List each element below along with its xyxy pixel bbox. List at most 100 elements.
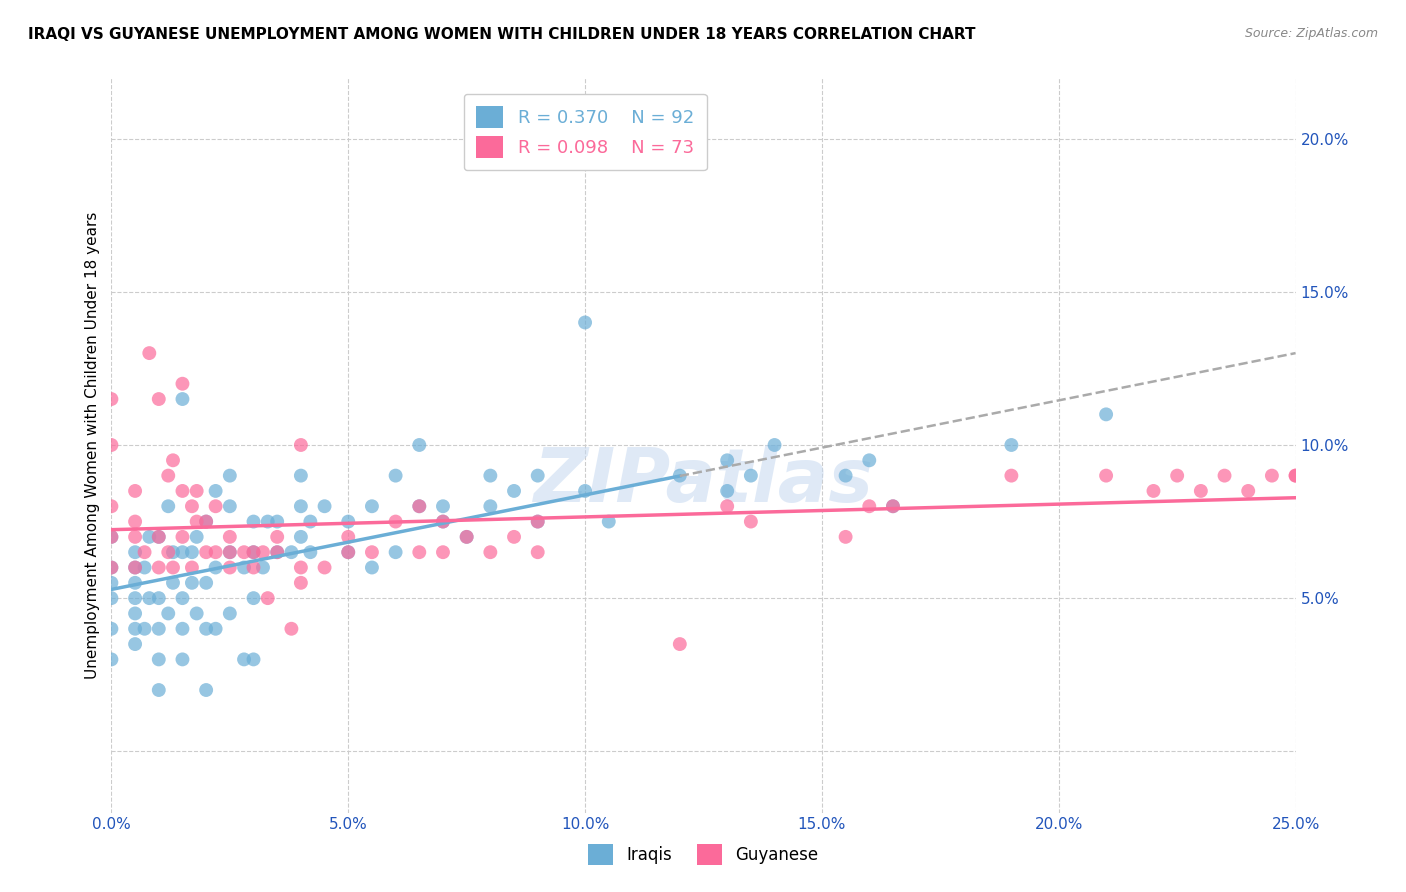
Point	[100, 438, 122, 452]
Point	[124, 515, 146, 529]
Point	[242, 560, 264, 574]
Point	[172, 483, 194, 498]
Point	[598, 515, 620, 529]
Point	[186, 483, 208, 498]
Point	[218, 545, 240, 559]
Point	[242, 652, 264, 666]
Point	[204, 483, 226, 498]
Point	[162, 545, 184, 559]
Point	[195, 515, 218, 529]
Point	[256, 515, 278, 529]
Point	[337, 545, 360, 559]
Point	[266, 515, 288, 529]
Point	[290, 560, 312, 574]
Point	[252, 560, 274, 574]
Point	[172, 392, 194, 406]
Point	[432, 515, 454, 529]
Point	[479, 545, 502, 559]
Point	[574, 316, 596, 330]
Point	[218, 560, 240, 574]
Point	[384, 468, 406, 483]
Point	[337, 515, 360, 529]
Point	[218, 500, 240, 514]
Legend: Iraqis, Guyanese: Iraqis, Guyanese	[578, 834, 828, 875]
Point	[148, 622, 170, 636]
Point	[204, 560, 226, 574]
Point	[290, 575, 312, 590]
Point	[233, 560, 256, 574]
Point	[148, 591, 170, 606]
Point	[290, 468, 312, 483]
Point	[124, 530, 146, 544]
Point	[124, 591, 146, 606]
Point	[124, 545, 146, 559]
Point	[408, 438, 430, 452]
Y-axis label: Unemployment Among Women with Children Under 18 years: Unemployment Among Women with Children U…	[86, 211, 100, 679]
Point	[1213, 468, 1236, 483]
Text: ZIPatlas: ZIPatlas	[533, 445, 873, 518]
Point	[100, 652, 122, 666]
Point	[716, 483, 738, 498]
Point	[1166, 468, 1188, 483]
Point	[172, 545, 194, 559]
Point	[1000, 438, 1022, 452]
Point	[1284, 468, 1306, 483]
Point	[124, 607, 146, 621]
Point	[716, 500, 738, 514]
Point	[242, 545, 264, 559]
Point	[1284, 468, 1306, 483]
Point	[252, 545, 274, 559]
Point	[456, 530, 478, 544]
Point	[1142, 483, 1164, 498]
Point	[740, 515, 762, 529]
Point	[124, 560, 146, 574]
Point	[124, 483, 146, 498]
Point	[195, 575, 218, 590]
Point	[432, 545, 454, 559]
Point	[242, 515, 264, 529]
Point	[290, 530, 312, 544]
Point	[138, 346, 160, 360]
Point	[100, 530, 122, 544]
Point	[763, 438, 786, 452]
Point	[195, 683, 218, 698]
Point	[266, 530, 288, 544]
Point	[195, 545, 218, 559]
Point	[100, 622, 122, 636]
Point	[172, 652, 194, 666]
Point	[384, 545, 406, 559]
Point	[181, 560, 204, 574]
Point	[266, 545, 288, 559]
Point	[740, 468, 762, 483]
Point	[186, 530, 208, 544]
Point	[408, 500, 430, 514]
Point	[669, 468, 692, 483]
Point	[100, 500, 122, 514]
Point	[181, 500, 204, 514]
Point	[314, 560, 336, 574]
Point	[138, 530, 160, 544]
Point	[186, 515, 208, 529]
Point	[134, 622, 156, 636]
Point	[526, 468, 548, 483]
Point	[361, 545, 384, 559]
Point	[218, 530, 240, 544]
Point	[100, 530, 122, 544]
Point	[1000, 468, 1022, 483]
Point	[361, 500, 384, 514]
Point	[100, 560, 122, 574]
Point	[479, 468, 502, 483]
Point	[204, 622, 226, 636]
Point	[204, 500, 226, 514]
Point	[124, 575, 146, 590]
Point	[218, 607, 240, 621]
Point	[716, 453, 738, 467]
Point	[181, 545, 204, 559]
Point	[162, 575, 184, 590]
Point	[432, 500, 454, 514]
Point	[195, 515, 218, 529]
Text: IRAQI VS GUYANESE UNEMPLOYMENT AMONG WOMEN WITH CHILDREN UNDER 18 YEARS CORRELAT: IRAQI VS GUYANESE UNEMPLOYMENT AMONG WOM…	[28, 27, 976, 42]
Point	[148, 530, 170, 544]
Point	[456, 530, 478, 544]
Point	[100, 591, 122, 606]
